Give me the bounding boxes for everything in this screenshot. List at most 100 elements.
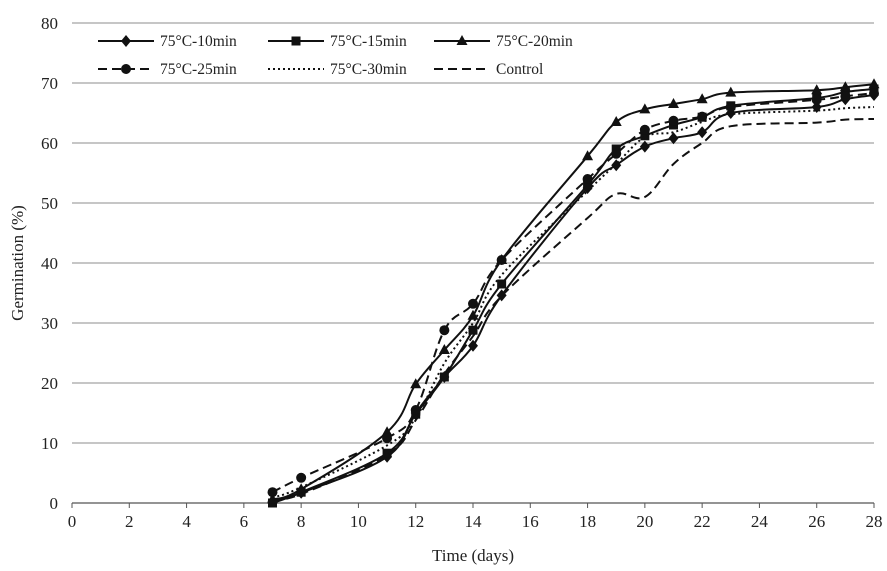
- data-point-marker: [610, 116, 622, 126]
- data-point-marker: [639, 140, 650, 153]
- data-point-marker: [697, 126, 708, 139]
- data-point-marker: [582, 150, 594, 161]
- data-point-marker: [668, 98, 679, 108]
- grid-layer: [72, 22, 874, 444]
- legend-label: 75°C-20min: [496, 33, 573, 50]
- data-point-marker: [439, 372, 449, 382]
- legend-marker: [121, 35, 131, 47]
- x-tick-label: 20: [636, 512, 653, 531]
- legend-label: Control: [496, 61, 543, 78]
- y-tick-label: 70: [41, 74, 58, 93]
- data-point-marker: [697, 111, 708, 122]
- series-5: [272, 106, 875, 499]
- x-tick-label: 24: [751, 512, 769, 531]
- data-point-marker: [868, 78, 880, 89]
- data-point-marker: [725, 86, 737, 97]
- data-point-marker: [811, 94, 822, 105]
- data-point-marker: [583, 180, 593, 190]
- y-tick-label: 0: [50, 494, 59, 513]
- legend-marker: [121, 64, 131, 74]
- series-line: [272, 94, 875, 503]
- legend-label: 75°C-15min: [330, 33, 407, 50]
- x-tick-label: 22: [694, 512, 711, 531]
- series-2: [268, 84, 879, 508]
- data-point-marker: [639, 103, 651, 114]
- data-point-marker: [668, 132, 679, 145]
- legend-marker: [456, 35, 468, 45]
- data-point-marker: [439, 325, 450, 336]
- x-tick-label: 16: [522, 512, 539, 531]
- legend-item: 75°C-25min: [98, 61, 237, 78]
- series-6: [272, 118, 875, 501]
- x-tick-label: 4: [182, 512, 191, 531]
- series-line: [272, 118, 875, 501]
- data-point-marker: [438, 344, 450, 354]
- y-tick-label: 60: [41, 134, 58, 153]
- legend-marker: [291, 36, 301, 46]
- data-point-marker: [839, 81, 851, 92]
- legend-label: 75°C-10min: [160, 33, 237, 50]
- legend-item: 75°C-15min: [268, 33, 407, 50]
- y-tick-label: 80: [41, 14, 58, 33]
- series-line: [272, 92, 875, 494]
- series-line: [272, 88, 875, 504]
- legend-item: 75°C-30min: [268, 61, 407, 78]
- data-point-marker: [639, 124, 650, 135]
- y-tick-label: 50: [41, 194, 58, 213]
- data-point-marker: [381, 426, 393, 437]
- x-tick-label: 10: [350, 512, 367, 531]
- legend: 75°C-10min 75°C-15min 75°C-20min 75°C-25min…: [98, 33, 573, 78]
- x-axis-title: Time (days): [432, 546, 514, 565]
- data-point-marker: [611, 148, 622, 159]
- data-point-marker: [267, 487, 278, 498]
- data-point-marker: [668, 115, 679, 126]
- data-point-marker: [382, 448, 392, 458]
- data-point-marker: [410, 378, 422, 389]
- data-point-marker: [696, 93, 708, 104]
- legend-label: 75°C-25min: [160, 61, 237, 78]
- series-3: [267, 78, 880, 504]
- data-point-marker: [582, 174, 593, 184]
- x-tick-label: 2: [125, 512, 134, 531]
- y-tick-label: 30: [41, 314, 58, 333]
- y-axis-title: Germination (%): [8, 205, 27, 321]
- x-tick-label: 12: [407, 512, 424, 531]
- legend-item: Control: [434, 61, 543, 78]
- legend-item: 75°C-10min: [98, 33, 237, 50]
- y-tick-label: 20: [41, 374, 58, 393]
- series-line: [272, 83, 875, 501]
- data-point-marker: [382, 433, 393, 444]
- series-layer: [267, 78, 880, 508]
- legend-item: 75°C-20min: [434, 33, 573, 50]
- x-tick-label: 8: [297, 512, 306, 531]
- data-point-marker: [468, 325, 478, 335]
- data-point-marker: [496, 255, 507, 265]
- data-point-marker: [811, 84, 823, 95]
- series-1: [267, 89, 879, 508]
- x-tick-label: 26: [808, 512, 825, 531]
- data-point-marker: [296, 472, 307, 483]
- x-tick-label: 14: [465, 512, 483, 531]
- data-point-marker: [611, 159, 622, 172]
- data-point-marker: [725, 102, 736, 112]
- x-tick-label: 28: [866, 512, 883, 531]
- x-tick-label: 6: [240, 512, 249, 531]
- data-point-marker: [640, 131, 650, 141]
- data-point-marker: [497, 279, 507, 289]
- series-line: [272, 106, 875, 499]
- series-4: [267, 88, 879, 498]
- data-point-marker: [267, 493, 278, 504]
- data-point-marker: [468, 339, 478, 352]
- data-point-marker: [410, 405, 421, 415]
- legend-label: 75°C-30min: [330, 61, 407, 78]
- data-point-marker: [840, 91, 851, 102]
- x-tick-label: 18: [579, 512, 596, 531]
- data-point-marker: [467, 309, 479, 320]
- data-point-marker: [468, 298, 478, 309]
- y-tick-label: 40: [41, 254, 58, 273]
- x-tick-label: 0: [68, 512, 77, 531]
- data-point-marker: [869, 88, 879, 99]
